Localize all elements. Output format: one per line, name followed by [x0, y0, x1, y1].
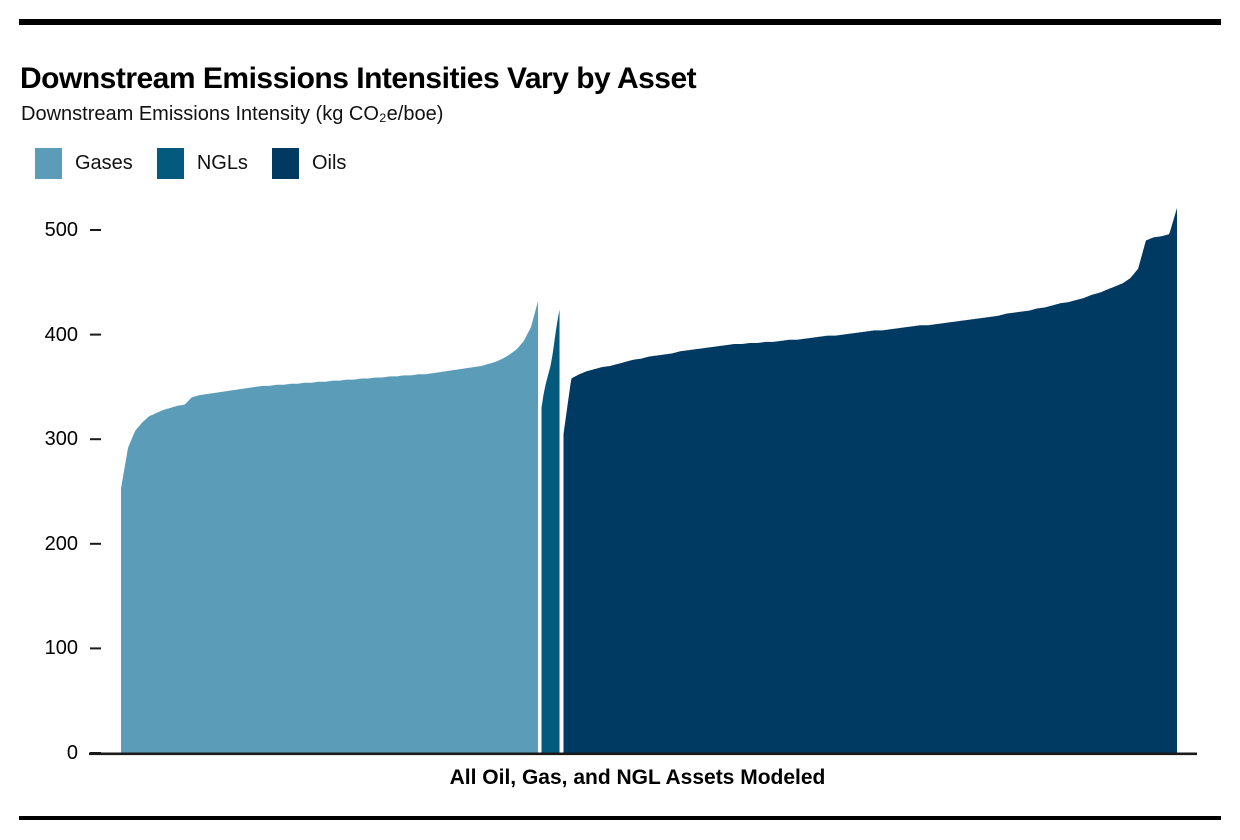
legend: Gases NGLs Oils: [35, 148, 346, 179]
oils-swatch-icon: [271, 148, 299, 179]
legend-item-oils: Oils: [271, 148, 347, 179]
bottom-rule: [19, 816, 1221, 820]
gases-series: [121, 301, 538, 753]
y-axis-tick-label: 100: [44, 637, 78, 660]
y-axis-tick-label: 500: [44, 219, 78, 241]
y-axis-tick-label: 200: [44, 532, 78, 555]
oils-series: [563, 208, 1177, 753]
y-axis-tick-label: 0: [66, 742, 78, 764]
y-axis-tick-mark: [90, 333, 101, 336]
x-axis-label: All Oil, Gas, and NGL Assets Modeled: [449, 766, 826, 789]
ngls-series: [541, 309, 560, 753]
top-rule: [19, 19, 1221, 25]
legend-label-ngls: NGLs: [196, 152, 248, 174]
legend-item-gases: Gases: [35, 148, 133, 179]
legend-label-gases: Gases: [75, 152, 133, 174]
legend-item-ngls: NGLs: [156, 148, 248, 179]
ngls-swatch-icon: [156, 148, 184, 179]
x-axis-line: [89, 752, 1197, 756]
legend-label-oils: Oils: [311, 152, 347, 174]
y-axis-tick-mark: [90, 752, 101, 754]
y-axis-tick-mark: [90, 647, 101, 650]
chart-subtitle-units: Downstream Emissions Intensity (kg CO₂e/…: [21, 103, 444, 125]
y-axis-tick-label: 300: [44, 428, 78, 451]
y-axis-tick-mark: [90, 438, 101, 441]
y-axis-tick-label: 400: [44, 323, 78, 346]
chart-title: Downstream Emissions Intensities Vary by…: [20, 62, 697, 96]
gases-swatch-icon: [35, 148, 62, 179]
y-axis-tick-mark: [90, 542, 101, 545]
y-axis-tick-mark: [90, 229, 101, 231]
